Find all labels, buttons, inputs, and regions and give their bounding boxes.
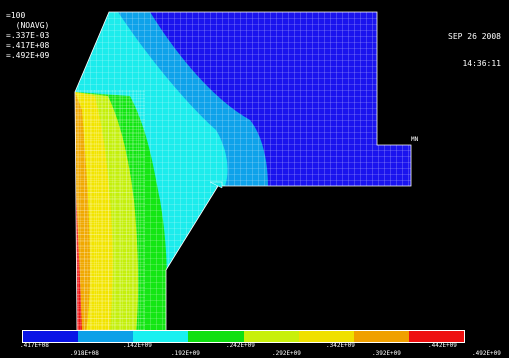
legend-swatch-1: [23, 331, 79, 342]
legend-swatch-4: [188, 331, 244, 342]
info-line-5: =.492E+09: [6, 51, 50, 60]
legend-swatch-8: [408, 331, 464, 342]
legend-swatch-6: [298, 331, 354, 342]
legend-top-label-1: .417E+08: [20, 342, 49, 349]
minimum-marker-label: MN: [411, 136, 419, 143]
mesh-grid-fine: [75, 90, 145, 332]
info-line-4: =.417E+08: [6, 41, 50, 50]
legend-bottom-label-4: .392E+09: [372, 350, 401, 357]
legend-bottom-label-1: .918E+08: [70, 350, 99, 357]
legend-swatch-5: [243, 331, 299, 342]
info-line-3: =.337E-03: [6, 31, 50, 40]
time-label: 14:36:11: [462, 59, 501, 68]
info-line-2: (NOAVG): [6, 21, 50, 30]
legend-top-label-4: .342E+09: [326, 342, 355, 349]
legend-bottom-label-3: .292E+09: [272, 350, 301, 357]
info-line-1: =100: [6, 11, 26, 20]
legend-bottom-label-2: .192E+09: [171, 350, 200, 357]
legend-swatch-3: [133, 331, 189, 342]
fillet-detail: [209, 181, 223, 189]
legend-top-label-5: .442E+09: [428, 342, 457, 349]
color-legend-bar: [22, 330, 465, 343]
legend-swatch-7: [353, 331, 409, 342]
timestamp: SEP 26 2008 14:36:11: [448, 14, 501, 86]
legend-top-label-3: .242E+09: [226, 342, 255, 349]
legend-top-label-2: .142E+09: [123, 342, 152, 349]
legend-bottom-label-5: .492E+09: [472, 350, 501, 357]
date-label: SEP 26 2008: [448, 32, 501, 41]
legend-swatch-2: [78, 331, 134, 342]
